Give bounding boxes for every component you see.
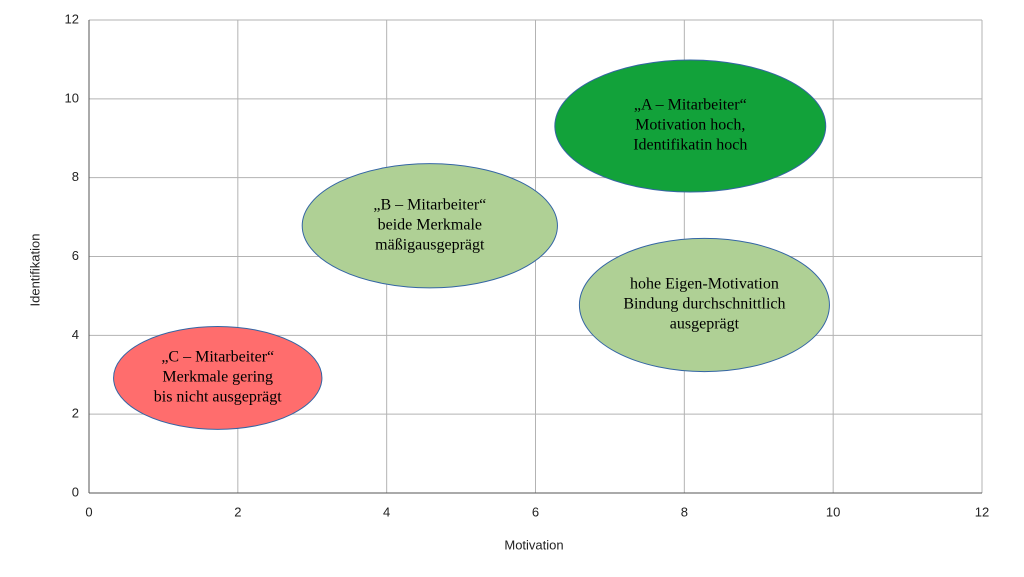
region-label: beide Merkmale [378, 216, 482, 233]
region-label: Merkmale gering [162, 369, 273, 386]
region-label: hohe Eigen-Motivation [630, 276, 779, 293]
x-tick-label: 10 [826, 504, 840, 519]
region [113, 325, 323, 430]
region-label: ausgeprägt [670, 316, 740, 333]
region-label: Bindung durchschnittlich [623, 296, 785, 313]
y-axis-title: Identifikation [27, 234, 42, 307]
region [554, 59, 827, 193]
region-label: „C – Mitarbeiter“ [161, 349, 274, 366]
x-tick-label: 12 [975, 504, 989, 519]
region [578, 237, 830, 373]
region-label: „B – Mitarbeiter“ [373, 196, 486, 213]
y-tick-label: 2 [72, 406, 79, 421]
x-tick-label: 8 [681, 504, 688, 519]
y-tick-label: 0 [72, 484, 79, 499]
region [301, 163, 558, 289]
region-label: mäßigausgeprägt [375, 236, 485, 253]
y-tick-label: 10 [65, 90, 79, 105]
x-tick-label: 4 [383, 504, 390, 519]
region-label: „A – Mitarbeiter“ [634, 97, 747, 114]
x-tick-label: 0 [85, 504, 92, 519]
y-tick-label: 4 [72, 327, 79, 342]
y-tick-label: 6 [72, 248, 79, 263]
x-tick-label: 2 [234, 504, 241, 519]
x-tick-label: 6 [532, 504, 539, 519]
region-label: Motivation hoch, [635, 117, 745, 134]
region-label: Identifikatin hoch [633, 137, 747, 154]
y-tick-label: 12 [65, 11, 79, 26]
x-axis-title: Motivation [504, 537, 563, 552]
region-label: bis nicht ausgeprägt [154, 389, 283, 406]
y-tick-label: 8 [72, 169, 79, 184]
